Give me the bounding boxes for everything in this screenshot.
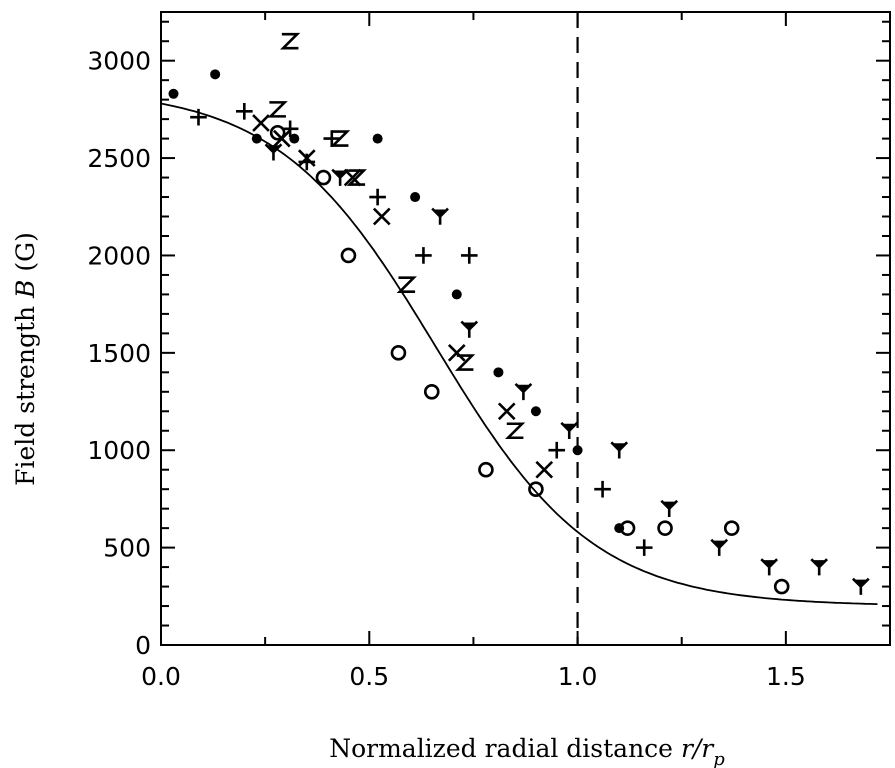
data-point-dot — [289, 133, 300, 144]
data-point-Z — [346, 169, 367, 186]
y-tick-label: 2500 — [87, 144, 151, 173]
data-point-dot — [493, 367, 504, 378]
y-tick-label: 1000 — [87, 436, 151, 465]
data-point-plus — [369, 188, 386, 206]
data-point-circle — [269, 124, 286, 141]
plot-frame — [160, 11, 891, 646]
data-point-circle — [619, 520, 636, 536]
data-point-Y — [710, 538, 729, 556]
fit-curve — [160, 102, 878, 605]
data-point-Z — [504, 422, 526, 440]
data-point-Y — [852, 577, 870, 595]
data-point-circle — [528, 481, 544, 497]
data-point-plus — [594, 480, 611, 498]
data-point-dot — [530, 406, 541, 417]
data-point-Y — [560, 421, 579, 440]
data-point-dot — [451, 289, 462, 300]
data-point-x — [343, 168, 362, 187]
tick-labels: 0.0 0.5 1.0 1.5 0 500 1000 1500 2000 2500 3000 — [87, 47, 805, 691]
data-markers — [168, 32, 870, 595]
data-point-Y — [760, 558, 779, 576]
axis-ticks — [160, 12, 891, 646]
data-point-Y — [810, 558, 829, 576]
data-point-x — [447, 344, 466, 362]
y-axis-title-main: Field strength — [11, 298, 40, 486]
x-tick-label: 0.0 — [141, 662, 181, 691]
data-point-plus — [460, 247, 478, 264]
data-point-dot — [251, 133, 262, 144]
y-axis-title: Field strength B (G) — [11, 232, 40, 486]
data-point-x — [372, 207, 391, 226]
data-point-x — [497, 402, 516, 421]
data-point-dot — [410, 192, 421, 203]
y-tick-label: 0 — [135, 631, 151, 660]
data-point-Y — [460, 320, 479, 338]
y-tick-label: 3000 — [87, 47, 151, 76]
data-point-Y — [610, 441, 629, 459]
y-axis-title-var: B — [11, 280, 40, 299]
data-point-plus — [190, 108, 207, 126]
x-tick-label: 0.5 — [349, 662, 389, 691]
x-axis-title: Normalized radial distance r/rp — [329, 734, 725, 768]
y-tick-label: 2000 — [87, 241, 151, 270]
data-point-Y — [514, 382, 533, 401]
data-point-plus — [236, 103, 253, 120]
x-axis-title-var: r/r — [681, 734, 715, 763]
data-point-dot — [372, 133, 383, 144]
data-point-plus — [323, 130, 341, 147]
data-point-circle — [773, 578, 790, 595]
x-tick-label: 1.0 — [558, 662, 598, 691]
data-point-Y — [660, 499, 679, 517]
y-tick-label: 1500 — [87, 339, 151, 368]
data-point-Z — [267, 101, 288, 118]
data-point-Z — [279, 32, 301, 50]
data-point-plus — [415, 247, 432, 264]
x-axis-title-main: Normalized radial distance — [329, 734, 681, 763]
data-point-Y — [431, 207, 449, 225]
data-point-plus — [281, 120, 299, 138]
data-point-Y — [264, 143, 283, 161]
data-point-Y — [331, 168, 349, 186]
data-point-dot — [572, 445, 583, 456]
data-point-Z — [396, 276, 417, 293]
data-point-plus — [635, 539, 653, 556]
data-point-plus — [548, 441, 566, 459]
x-axis-title-sub: p — [713, 749, 725, 768]
data-point-Z — [329, 130, 351, 147]
data-point-x — [297, 149, 316, 167]
data-point-x — [535, 460, 554, 479]
data-point-dot — [168, 88, 179, 99]
data-point-circle — [723, 520, 740, 536]
data-point-circle — [423, 383, 440, 400]
data-point-circle — [315, 169, 332, 186]
data-point-circle — [478, 461, 494, 478]
data-point-circle — [657, 520, 673, 536]
y-tick-label: 500 — [103, 534, 151, 563]
data-point-dot — [210, 69, 221, 80]
data-point-circle — [340, 247, 357, 264]
data-point-x — [252, 114, 270, 132]
y-axis-title-unit: (G) — [11, 232, 40, 279]
x-tick-label: 1.5 — [766, 662, 806, 691]
data-point-Z — [454, 354, 476, 371]
data-point-circle — [390, 345, 407, 361]
